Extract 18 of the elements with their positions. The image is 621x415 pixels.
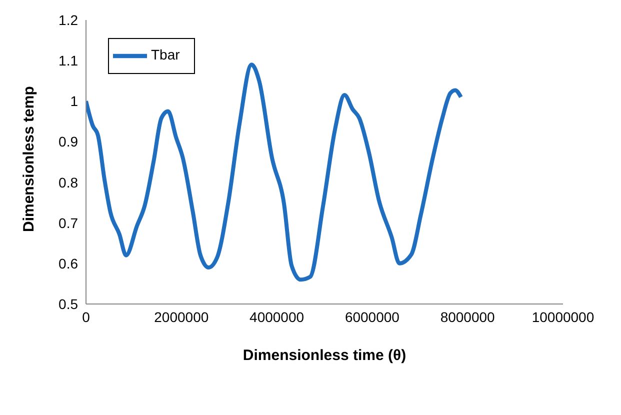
x-tick-label: 6000000: [344, 308, 400, 325]
legend-label: Tbar: [151, 46, 180, 63]
y-tick-label: 0.6: [58, 255, 78, 272]
y-tick-label: 1.1: [58, 52, 78, 69]
y-tick-label: 0.9: [58, 134, 78, 150]
x-axis-title: Dimensionless time (θ): [242, 347, 406, 364]
x-tick-label: 4000000: [250, 308, 304, 325]
y-tick-label: 0.8: [58, 174, 78, 190]
y-tick-label: 0.5: [58, 296, 78, 312]
line-series: [86, 62, 463, 282]
x-tick-label: 2000000: [154, 308, 209, 325]
x-tick-label: 8000000: [440, 308, 496, 325]
y-tick-label: 0.7: [58, 214, 78, 231]
y-tick-label: 1: [70, 93, 78, 110]
y-axis-title: Dimensionless temp: [20, 86, 38, 232]
x-tick-label: 10000000: [532, 308, 594, 325]
y-tick-label: 1.2: [58, 12, 78, 28]
x-tick-label: 0: [82, 308, 90, 325]
